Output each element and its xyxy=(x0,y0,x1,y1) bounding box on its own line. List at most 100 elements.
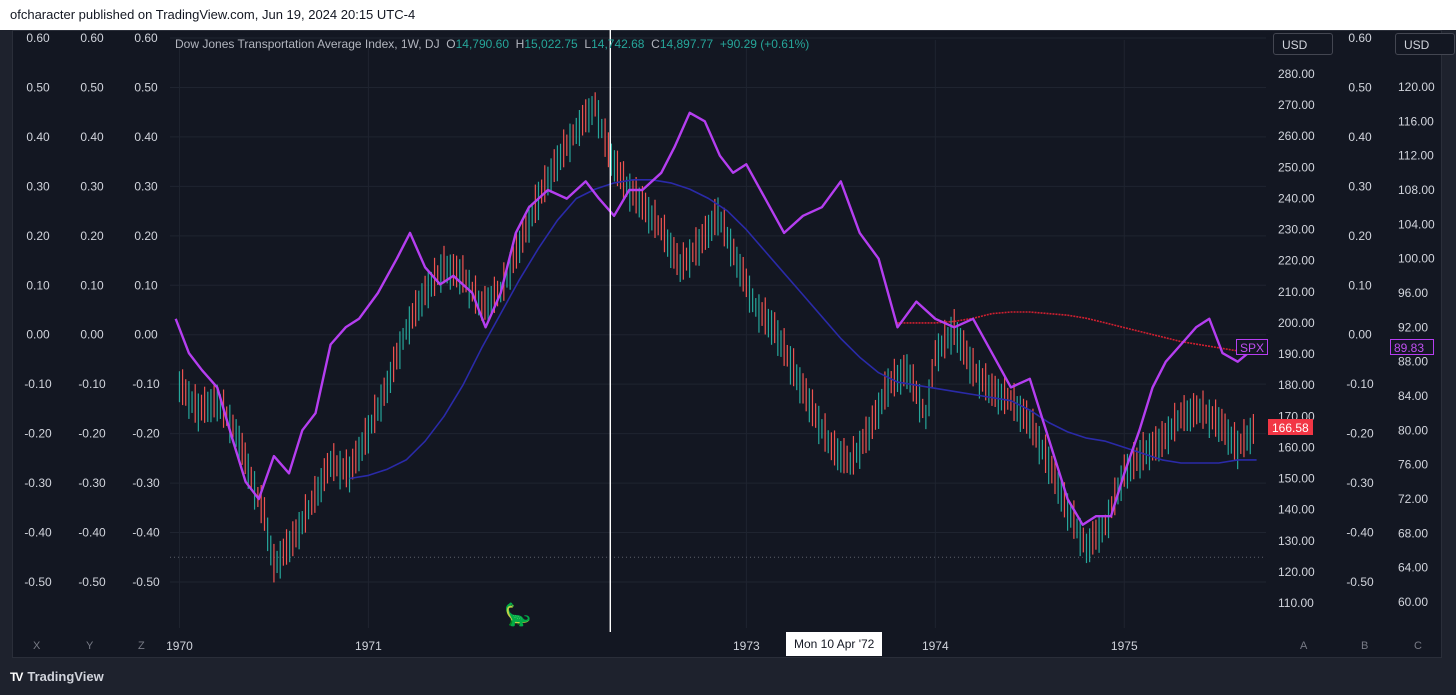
scale-letter-c[interactable]: C xyxy=(1414,640,1422,652)
currency-button-inner[interactable]: USD xyxy=(1273,33,1333,55)
spx-axis-tick: 96.00 xyxy=(1398,286,1428,300)
left-axis-2-tick: -0.20 xyxy=(78,427,106,441)
left-axis-3-tick: 0.60 xyxy=(134,31,158,45)
scale-letter-a[interactable]: A xyxy=(1300,640,1308,652)
dj-axis-tick: 140.00 xyxy=(1278,503,1315,517)
legend-high-value: 15,022.75 xyxy=(524,37,578,51)
left-axis-2-tick: 0.10 xyxy=(80,278,104,292)
left-axis-3-tick: -0.30 xyxy=(132,476,160,490)
x-axis-tick: 1974 xyxy=(922,639,949,653)
left-axis-3-tick: -0.40 xyxy=(132,526,160,540)
legend-high-label: H xyxy=(515,37,525,51)
dinosaur-icon[interactable]: 🦕 xyxy=(504,602,532,627)
left-axis-1-tick: 0.10 xyxy=(26,278,50,292)
spx-axis-tick: 72.00 xyxy=(1398,492,1428,506)
left-axis-2-tick: 0.60 xyxy=(80,31,104,45)
x-axis-tick: 1975 xyxy=(1111,639,1138,653)
osc-right-axis-tick: -0.40 xyxy=(1346,526,1374,540)
footer-bar: TV TradingView xyxy=(0,658,1456,695)
left-axis-2-tick: -0.50 xyxy=(78,575,106,589)
dj-axis-tick: 130.00 xyxy=(1278,534,1315,548)
left-axis-3-tick: -0.20 xyxy=(132,427,160,441)
spx-axis-tick: 84.00 xyxy=(1398,389,1428,403)
osc-right-axis-tick: 0.20 xyxy=(1348,229,1372,243)
dj-axis-tick: 180.00 xyxy=(1278,378,1315,392)
osc-right-axis-tick: 0.00 xyxy=(1348,328,1372,342)
spx-axis-tick: 88.00 xyxy=(1398,355,1428,369)
left-axis-1-tick: -0.30 xyxy=(24,476,52,490)
osc-right-axis-tick: 0.40 xyxy=(1348,130,1372,144)
spx-axis-tick: 120.00 xyxy=(1398,80,1435,94)
left-axis-1-tick: -0.10 xyxy=(24,377,52,391)
left-axis-2-tick: -0.30 xyxy=(78,476,106,490)
left-axis-1-tick: 0.60 xyxy=(26,31,50,45)
left-axis-3-tick: 0.50 xyxy=(134,80,158,94)
left-axis-2-tick: 0.40 xyxy=(80,130,104,144)
tradingview-logo-icon[interactable]: TV xyxy=(10,669,23,684)
left-axis-1-tick: -0.40 xyxy=(24,526,52,540)
dj-axis-tick: 280.00 xyxy=(1278,67,1315,81)
left-axis-1-tick: -0.50 xyxy=(24,575,52,589)
dj-axis-tick: 270.00 xyxy=(1278,98,1315,112)
publish-header: ofcharacter published on TradingView.com… xyxy=(0,0,1456,30)
left-axis-1-tick: 0.50 xyxy=(26,80,50,94)
dj-axis-tick: 240.00 xyxy=(1278,191,1315,205)
legend-open-label: O xyxy=(446,37,456,51)
symbol-legend: Dow Jones Transportation Average Index, … xyxy=(175,37,809,51)
publish-header-text: ofcharacter published on TradingView.com… xyxy=(10,7,416,22)
scale-letter-b[interactable]: B xyxy=(1361,640,1369,652)
spx-axis-tick: 112.00 xyxy=(1398,149,1434,163)
dj-axis-tick: 250.00 xyxy=(1278,160,1315,174)
osc-right-axis-tick: 0.10 xyxy=(1348,278,1372,292)
spx-axis-tick: 108.00 xyxy=(1398,183,1435,197)
scale-letter-y[interactable]: Y xyxy=(86,640,94,652)
legend-open-value: 14,790.60 xyxy=(455,37,509,51)
chart-frame[interactable] xyxy=(12,30,1442,658)
dj-axis-tick: 220.00 xyxy=(1278,254,1315,268)
scale-letter-z[interactable]: Z xyxy=(138,640,145,652)
osc-right-axis-tick: -0.30 xyxy=(1346,476,1374,490)
spx-axis-tick: 104.00 xyxy=(1398,217,1435,231)
spx-axis-tick: 76.00 xyxy=(1398,458,1428,472)
left-axis-3-tick: 0.10 xyxy=(134,278,158,292)
slow-moving-average-line xyxy=(349,179,1257,480)
left-axis-3-tick: 0.00 xyxy=(134,328,158,342)
left-axis-3-tick: 0.20 xyxy=(134,229,158,243)
spx-axis-tick: 92.00 xyxy=(1398,320,1428,334)
left-axis-3-tick: -0.50 xyxy=(132,575,160,589)
left-axis-1-tick: 0.20 xyxy=(26,229,50,243)
brand-name[interactable]: TradingView xyxy=(27,669,104,684)
currency-button-outer[interactable]: USD xyxy=(1395,33,1455,55)
left-axis-1-tick: 0.00 xyxy=(26,328,50,342)
left-axis-3-tick: -0.10 xyxy=(132,377,160,391)
left-axis-2-tick: 0.50 xyxy=(80,80,104,94)
x-axis-tick: 1970 xyxy=(166,639,193,653)
osc-right-axis-tick: 0.50 xyxy=(1348,80,1372,94)
left-axis-2-tick: 0.30 xyxy=(80,179,104,193)
left-axis-1-tick: 0.30 xyxy=(26,179,50,193)
osc-right-axis-tick: -0.50 xyxy=(1346,575,1374,589)
dj-axis-tick: 200.00 xyxy=(1278,316,1315,330)
spx-axis-tick: 100.00 xyxy=(1398,252,1435,266)
spx-axis-tick: 68.00 xyxy=(1398,526,1428,540)
legend-low-value: 14,742.68 xyxy=(591,37,645,51)
left-axis-1-tick: -0.20 xyxy=(24,427,52,441)
x-axis-tick: 1971 xyxy=(355,639,382,653)
left-axis-2-tick: 0.20 xyxy=(80,229,104,243)
osc-right-axis-tick: 0.60 xyxy=(1348,31,1372,45)
legend-symbol-name: Dow Jones Transportation Average Index, … xyxy=(175,37,440,51)
dj-axis-tick: 110.00 xyxy=(1278,596,1314,610)
crosshair-date-label: Mon 10 Apr '72 xyxy=(786,632,883,656)
dj-axis-tick: 160.00 xyxy=(1278,440,1315,454)
dj-axis-tick: 150.00 xyxy=(1278,472,1315,486)
spx-axis-tick: 116.00 xyxy=(1398,114,1434,128)
osc-right-axis-tick: -0.20 xyxy=(1346,427,1374,441)
legend-close-label: C xyxy=(651,37,660,51)
legend-low-label: L xyxy=(584,37,592,51)
left-axis-2-tick: 0.00 xyxy=(80,328,104,342)
spx-line xyxy=(174,111,1258,526)
dj-axis-tick: 120.00 xyxy=(1278,565,1315,579)
scale-letter-x[interactable]: X xyxy=(33,640,41,652)
legend-close-value: 14,897.77 xyxy=(659,37,714,51)
